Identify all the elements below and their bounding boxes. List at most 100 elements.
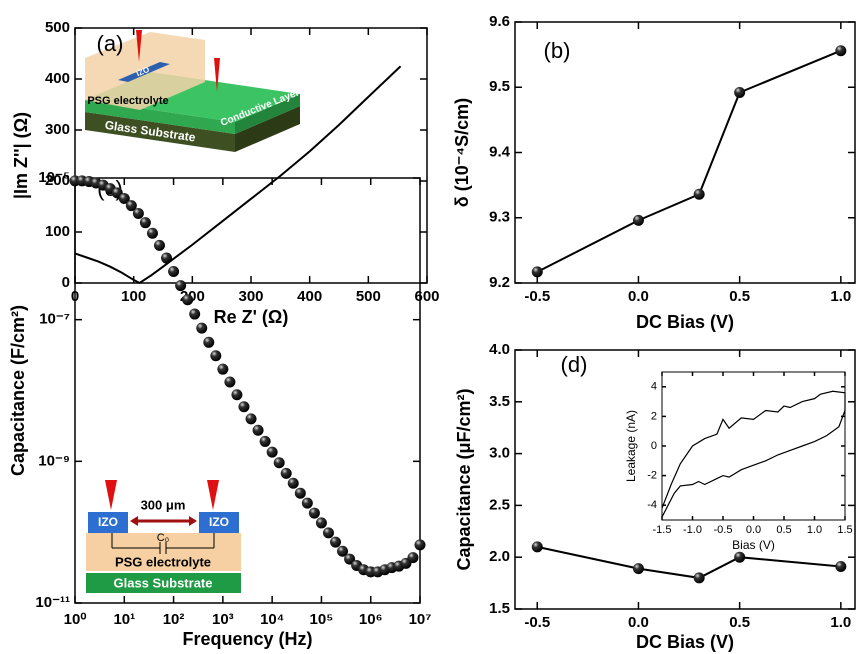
y-tick-label: 500 — [45, 19, 70, 36]
y-tick-label: 9.5 — [489, 78, 510, 95]
x-tick-label: 1.5 — [837, 524, 852, 536]
x-axis-label: DC Bias (V) — [636, 632, 734, 652]
data-point — [203, 337, 214, 348]
y-tick-label: 10⁻⁵ — [38, 169, 70, 186]
y-tick-label: 10⁻⁹ — [38, 452, 70, 469]
x-tick-label: -1.5 — [653, 524, 672, 536]
y-tick-label: 10⁻⁷ — [39, 311, 70, 328]
annotation: PSG electrolyte — [115, 554, 211, 569]
x-tick-label: 10² — [163, 611, 185, 628]
x-tick-label: 100 — [121, 288, 146, 305]
data-line — [537, 547, 841, 578]
data-point — [182, 294, 193, 305]
data-point — [168, 266, 179, 277]
data-point — [140, 217, 151, 228]
annotation: IZO — [209, 515, 229, 529]
x-tick-label: 400 — [297, 288, 322, 305]
x-tick-label: 500 — [356, 288, 381, 305]
data-point — [633, 215, 644, 226]
y-tick-label: 4.0 — [489, 341, 510, 358]
y-tick-label: 9.2 — [489, 274, 510, 291]
x-tick-label: 0.5 — [729, 614, 750, 631]
annotation: C₀ — [157, 532, 170, 544]
y-tick-label: 2 — [651, 410, 657, 422]
x-tick-label: -1.0 — [683, 524, 702, 536]
x-tick-label: 10³ — [212, 611, 234, 628]
x-tick-label: 10⁶ — [359, 611, 383, 628]
x-tick-label: 600 — [414, 288, 439, 305]
data-point — [330, 537, 341, 548]
data-point — [633, 563, 644, 574]
y-axis-label: Capacitance (μF/cm²) — [454, 388, 474, 570]
data-point — [260, 436, 271, 447]
x-tick-label: 0.0 — [628, 288, 649, 305]
data-point — [133, 208, 144, 219]
inset-background — [662, 372, 845, 520]
data-point — [316, 517, 327, 528]
panel-label: (b) — [544, 38, 571, 63]
y-tick-label: 0 — [62, 274, 70, 291]
data-point — [189, 309, 200, 320]
x-axis-label: DC Bias (V) — [636, 312, 734, 332]
annotation: PSG electrolyte — [87, 95, 168, 107]
figure: IZO PSG electrolyte Conductive Layer Gla… — [0, 0, 860, 654]
data-point — [532, 541, 543, 552]
data-point — [267, 447, 278, 458]
x-tick-label: -0.5 — [524, 614, 550, 631]
x-axis-label: Re Z' (Ω) — [214, 307, 289, 327]
y-tick-label: 9.3 — [489, 209, 510, 226]
data-point — [253, 425, 264, 436]
x-tick-label: 0.0 — [628, 614, 649, 631]
data-point — [281, 468, 292, 479]
panel-label: (a) — [97, 31, 124, 56]
x-tick-label: -0.5 — [524, 288, 550, 305]
y-tick-label: 10⁻¹¹ — [35, 594, 70, 611]
x-tick-label: 1.0 — [830, 288, 851, 305]
x-tick-label: 0.5 — [776, 524, 791, 536]
data-point — [532, 266, 543, 277]
data-point — [835, 561, 846, 572]
x-tick-label: 1.0 — [807, 524, 822, 536]
x-tick-label: 300 — [238, 288, 263, 305]
data-point — [694, 572, 705, 583]
y-tick-label: 2.0 — [489, 548, 510, 565]
data-point — [295, 488, 306, 499]
x-tick-label: 1.0 — [830, 614, 851, 631]
data-point — [246, 413, 257, 424]
panel-label: (d) — [561, 352, 588, 377]
data-line — [537, 51, 841, 272]
data-point — [309, 508, 320, 519]
y-tick-label: 400 — [45, 70, 70, 87]
y-tick-label: 4 — [651, 381, 657, 393]
annotation: IZO — [98, 515, 118, 529]
device-diagram-c: 300 μm IZO IZO C₀ PSG electrolyte Glass … — [86, 480, 241, 593]
x-tick-label: -0.5 — [714, 524, 733, 536]
data-point — [835, 45, 846, 56]
x-axis-label: Frequency (Hz) — [182, 629, 312, 649]
annotation: 300 μm — [141, 497, 186, 512]
y-tick-label: 2.5 — [489, 496, 510, 513]
y-tick-label: 9.4 — [489, 143, 511, 160]
data-point — [224, 376, 235, 387]
x-tick-label: 10⁴ — [260, 611, 284, 628]
y-axis-label: Capacitance (F/cm²) — [8, 305, 28, 476]
data-point — [196, 323, 207, 334]
panel: -1.5-1.0-0.50.00.51.01.5-4-2024Bias (V)L… — [624, 372, 852, 552]
y-axis-label: |Im Z''| (Ω) — [11, 112, 31, 199]
x-tick-label: 10⁵ — [310, 611, 334, 628]
y-tick-label: 3.0 — [489, 445, 510, 462]
data-point — [210, 350, 221, 361]
y-tick-label: 1.5 — [489, 600, 510, 617]
y-tick-label: 0 — [651, 440, 657, 452]
data-point — [288, 478, 299, 489]
data-point — [323, 527, 334, 538]
data-point — [415, 539, 426, 550]
x-tick-label: 10¹ — [113, 611, 135, 628]
x-tick-label: 0.0 — [746, 524, 761, 536]
x-tick-label: 10⁷ — [409, 611, 432, 628]
data-point — [734, 87, 745, 98]
data-point — [407, 552, 418, 563]
data-point — [734, 552, 745, 563]
y-tick-label: 300 — [45, 121, 70, 138]
annotation: Glass Substrate — [114, 575, 213, 590]
